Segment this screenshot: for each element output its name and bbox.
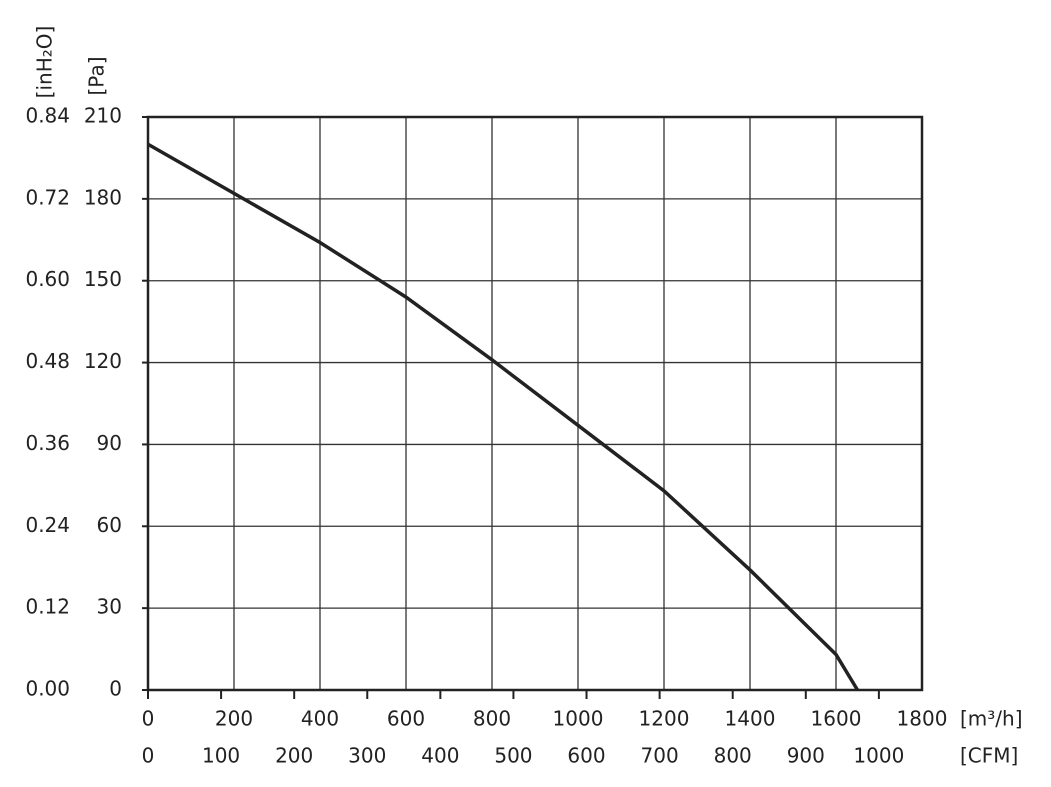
- y-tick-label: 210: [84, 104, 122, 128]
- y-tick-label: 180: [84, 185, 122, 209]
- x2-tick-label: 1000: [853, 744, 904, 768]
- y2-axis-label: [inH₂O]: [33, 26, 57, 99]
- curve: [147, 142, 859, 691]
- x-axis-label: [m³/h]: [960, 707, 1023, 731]
- x-tick-label: 0: [142, 707, 155, 731]
- x2-tick-label: 600: [567, 744, 605, 768]
- y-tick-label: 150: [84, 267, 122, 291]
- x2-axis-label: [CFM]: [960, 744, 1018, 768]
- x2-tick-label: 800: [714, 744, 752, 768]
- y-tick-label: 60: [97, 513, 122, 537]
- y2-tick-label: 0.24: [25, 513, 70, 537]
- x-tick-label: 800: [473, 707, 511, 731]
- x2-tick-label: 100: [202, 744, 240, 768]
- y-tick-label: 30: [97, 595, 122, 619]
- x-tick-label: 400: [301, 707, 339, 731]
- x2-tick-label: 700: [641, 744, 679, 768]
- y-tick-label: 120: [84, 349, 122, 373]
- x2-tick-label: 0: [142, 744, 155, 768]
- y2-tick-label: 0.48: [25, 349, 70, 373]
- y2-tick-label: 0.60: [25, 267, 70, 291]
- y2-tick-label: 0.84: [25, 104, 70, 128]
- y2-tick-label: 0.36: [25, 431, 70, 455]
- x-tick-label: 1200: [639, 707, 690, 731]
- x2-tick-label: 900: [787, 744, 825, 768]
- y2-tick-label: 0.12: [25, 595, 70, 619]
- x-tick-label: 1600: [811, 707, 862, 731]
- y-tick-label: 0: [109, 677, 122, 701]
- plot-frame: [146, 115, 924, 692]
- x-tick-label: 200: [215, 707, 253, 731]
- y2-tick-label: 0.72: [25, 185, 70, 209]
- y-axis-label: [Pa]: [85, 56, 109, 95]
- x-tick-label: 600: [387, 707, 425, 731]
- y-tick-label: 90: [97, 431, 122, 455]
- y2-tick-label: 0.00: [25, 677, 70, 701]
- x-tick-label: 1000: [553, 707, 604, 731]
- x2-tick-label: 200: [275, 744, 313, 768]
- x2-tick-label: 400: [421, 744, 459, 768]
- x-tick-label: 1400: [725, 707, 776, 731]
- x2-tick-label: 300: [348, 744, 386, 768]
- x2-tick-label: 500: [494, 744, 532, 768]
- x-tick-label: 1800: [897, 707, 948, 731]
